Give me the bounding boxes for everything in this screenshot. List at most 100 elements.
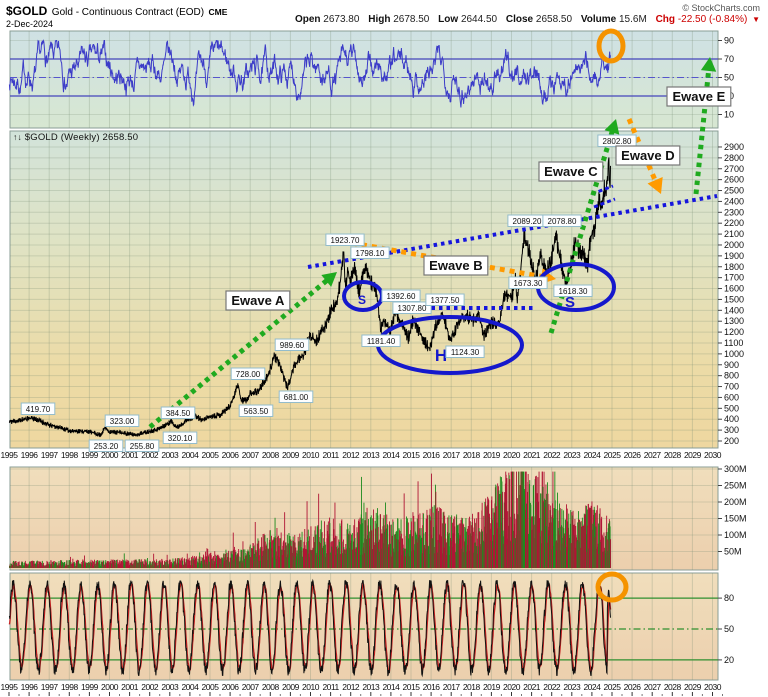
svg-text:2024: 2024: [583, 682, 601, 692]
price-callout: 1618.30: [553, 284, 593, 297]
price-line: [8, 157, 611, 438]
rsi-line: [8, 39, 611, 108]
svg-text:2023: 2023: [563, 682, 581, 692]
svg-text:2025: 2025: [604, 450, 622, 460]
brand-link[interactable]: © StockCharts.com: [682, 3, 760, 13]
high-value: 2678.50: [393, 14, 430, 25]
stoch-lines: [8, 578, 612, 678]
svg-text:900: 900: [724, 360, 739, 370]
svg-text:2016: 2016: [423, 450, 441, 460]
svg-text:10: 10: [724, 110, 734, 120]
axis-labels: 2900280027002600250024002300220021002000…: [1, 36, 747, 696]
svg-text:2029: 2029: [684, 682, 702, 692]
svg-text:2010: 2010: [302, 450, 320, 460]
svg-text:50: 50: [724, 624, 734, 634]
svg-text:800: 800: [724, 371, 739, 381]
price-callout: 1307.80: [392, 301, 432, 314]
svg-text:563.50: 563.50: [244, 407, 269, 416]
svg-text:2010: 2010: [302, 682, 320, 692]
svg-text:1300: 1300: [724, 316, 744, 326]
price-callout: 1181.40: [361, 334, 401, 347]
svg-text:2006: 2006: [222, 450, 240, 460]
svg-text:2028: 2028: [664, 450, 682, 460]
svg-text:1377.50: 1377.50: [431, 296, 460, 305]
price-callout: 1798.10: [350, 246, 390, 259]
svg-text:2017: 2017: [443, 682, 461, 692]
svg-text:1700: 1700: [724, 273, 744, 283]
close-label: Close: [505, 14, 534, 25]
svg-text:1996: 1996: [21, 450, 39, 460]
low-label: Low: [438, 14, 459, 25]
price-callout: 323.00: [104, 414, 140, 427]
svg-text:384.50: 384.50: [166, 409, 191, 418]
svg-text:2008: 2008: [262, 450, 280, 460]
svg-text:1673.30: 1673.30: [514, 279, 543, 288]
svg-text:2006: 2006: [222, 682, 240, 692]
chg-value: -22.50 (-0.84%): [677, 14, 748, 25]
quote-row: 2-Dec-2024 Open 2673.80 High 2678.50 Low…: [6, 14, 762, 29]
svg-text:2008: 2008: [262, 682, 280, 692]
price-callout: 1392.60: [381, 289, 421, 302]
svg-text:150M: 150M: [724, 514, 747, 524]
price-callout: 2078.80: [542, 214, 582, 227]
svg-text:Ewave C: Ewave C: [544, 164, 598, 179]
svg-text:1999: 1999: [81, 450, 99, 460]
svg-text:2014: 2014: [382, 450, 400, 460]
svg-text:1181.40: 1181.40: [367, 337, 396, 346]
high-label: High: [368, 14, 391, 25]
svg-text:2011: 2011: [322, 682, 339, 692]
svg-text:300M: 300M: [724, 464, 747, 474]
svg-text:400: 400: [724, 414, 739, 424]
price-callout: 255.80: [124, 439, 160, 452]
svg-text:1200: 1200: [724, 327, 744, 337]
svg-text:2016: 2016: [423, 682, 441, 692]
elliott-wave-label: Ewave D: [615, 145, 681, 166]
svg-text:1995: 1995: [1, 450, 19, 460]
price-callout: 989.60: [274, 338, 310, 351]
price-callout: 1923.70: [325, 233, 365, 246]
svg-text:2015: 2015: [403, 682, 421, 692]
svg-text:200: 200: [724, 436, 739, 446]
svg-text:1999: 1999: [81, 682, 99, 692]
svg-text:Ewave D: Ewave D: [621, 148, 674, 163]
svg-text:989.60: 989.60: [280, 341, 305, 350]
svg-text:1923.70: 1923.70: [331, 236, 360, 245]
open-value: 2673.80: [323, 14, 360, 25]
svg-text:323.00: 323.00: [110, 417, 135, 426]
price-callout: 419.70: [20, 402, 56, 415]
price-callout: 253.20: [88, 439, 124, 452]
svg-text:1500: 1500: [724, 294, 744, 304]
svg-text:2030: 2030: [704, 450, 722, 460]
svg-text:2802.80: 2802.80: [603, 137, 632, 146]
close-value: 2658.50: [535, 14, 573, 25]
price-callout: 384.50: [160, 406, 196, 419]
svg-text:2004: 2004: [181, 450, 199, 460]
price-callout: 2089.20: [507, 214, 547, 227]
svg-text:2600: 2600: [724, 175, 744, 185]
svg-text:2021: 2021: [523, 682, 541, 692]
svg-text:H: H: [435, 346, 447, 365]
volume-bars: [9, 471, 611, 568]
svg-text:2800: 2800: [724, 153, 744, 163]
svg-text:2300: 2300: [724, 207, 744, 217]
svg-text:20: 20: [724, 655, 734, 665]
svg-text:2022: 2022: [543, 682, 561, 692]
svg-text:2018: 2018: [463, 682, 481, 692]
svg-text:250M: 250M: [724, 481, 747, 491]
low-value: 2644.50: [460, 14, 498, 25]
elliott-wave-label: Ewave E: [666, 86, 732, 107]
svg-text:2027: 2027: [644, 682, 662, 692]
updown-arrows-icon: ↑↓: [13, 132, 22, 142]
svg-text:2500: 2500: [724, 186, 744, 196]
svg-text:2400: 2400: [724, 196, 744, 206]
svg-text:2022: 2022: [543, 450, 561, 460]
chg-down-triangle-icon[interactable]: ▼: [752, 15, 760, 24]
symbol: $GOLD: [6, 4, 48, 18]
svg-text:2020: 2020: [503, 450, 521, 460]
svg-text:253.20: 253.20: [94, 442, 119, 451]
svg-text:681.00: 681.00: [284, 393, 309, 402]
svg-text:2024: 2024: [583, 450, 601, 460]
svg-text:2005: 2005: [202, 682, 220, 692]
svg-text:2013: 2013: [362, 682, 380, 692]
